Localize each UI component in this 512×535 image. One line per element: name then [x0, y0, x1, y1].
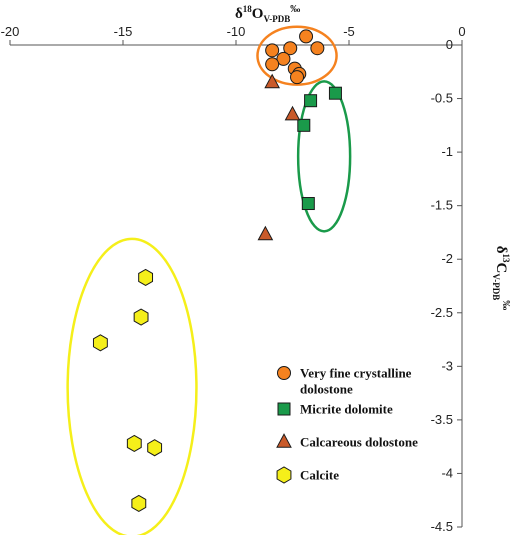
point-square [328, 86, 342, 100]
legend-item: Calcite [276, 466, 339, 484]
point-circle [265, 57, 280, 72]
legend-item: Calcareous dolostone [276, 433, 418, 450]
series-3 [92, 268, 163, 513]
legend: Very fine crystalline dolostone Micrite do… [276, 366, 418, 484]
legend-label: Calcite [300, 468, 339, 483]
legend-item: Micrite dolomite [277, 402, 393, 417]
x-tick-label: -5 [343, 24, 355, 39]
yellow-group [66, 237, 198, 535]
x-tick-label: 0 [458, 24, 465, 39]
y-tick-label: -0.5 [431, 91, 453, 106]
point-circle [290, 70, 305, 85]
axes: -20 -15 -10 -5 00 -0.5 -1 -1.5 -2 -2.5 -3 -3.5 -4 -4.… [1, 4, 511, 534]
point-circle [276, 51, 291, 66]
x-tick-label: -15 [114, 24, 133, 39]
series-2 [257, 73, 301, 241]
y-tick-label: -3.5 [431, 412, 453, 427]
y-tick-label: -1.5 [431, 198, 453, 213]
y-tick-label: -2 [441, 251, 453, 266]
point-hexagon [92, 334, 108, 352]
point-hexagon [133, 308, 149, 326]
point-square [304, 94, 318, 108]
legend-marker [276, 433, 292, 448]
y-tick-label: -4.5 [431, 519, 453, 534]
y-tick-label: -4 [441, 465, 453, 480]
point-hexagon [138, 268, 154, 287]
x-tick-label: -20 [1, 24, 20, 39]
point-hexagon [131, 494, 147, 513]
point-circle [299, 29, 314, 44]
series-1 [297, 86, 342, 211]
data-points [92, 29, 342, 513]
y-axis-title: δ13CV-PDB‰ [491, 246, 511, 310]
point-triangle [284, 105, 301, 121]
point-square [297, 118, 311, 132]
point-hexagon [147, 439, 163, 457]
point-square [301, 197, 315, 211]
series-0 [265, 29, 325, 85]
legend-marker [277, 402, 291, 416]
legend-label: Very fine crystalline dolostone [300, 366, 412, 397]
legend-item: Very fine crystalline dolostone [277, 366, 412, 397]
legend-marker [277, 366, 291, 380]
x-axis-title: δ18OV-PDB‰ [235, 4, 300, 24]
point-triangle [257, 225, 274, 241]
x-tick-label: -10 [227, 24, 246, 39]
point-hexagon [126, 434, 142, 453]
green-group [296, 80, 352, 233]
point-triangle [264, 73, 280, 89]
point-circle [283, 41, 298, 56]
y-tick-label: -2.5 [431, 305, 453, 320]
legend-label: Micrite dolomite [300, 402, 393, 417]
legend-marker [276, 466, 292, 484]
point-circle [310, 41, 325, 56]
legend-label: Calcareous dolostone [300, 435, 418, 450]
point-circle [265, 43, 280, 58]
y-tick-label: 0 [446, 37, 453, 52]
y-tick-label: -3 [441, 358, 453, 373]
orange-group [256, 25, 338, 86]
group-ellipses [66, 25, 352, 535]
y-tick-label: -1 [441, 144, 453, 159]
